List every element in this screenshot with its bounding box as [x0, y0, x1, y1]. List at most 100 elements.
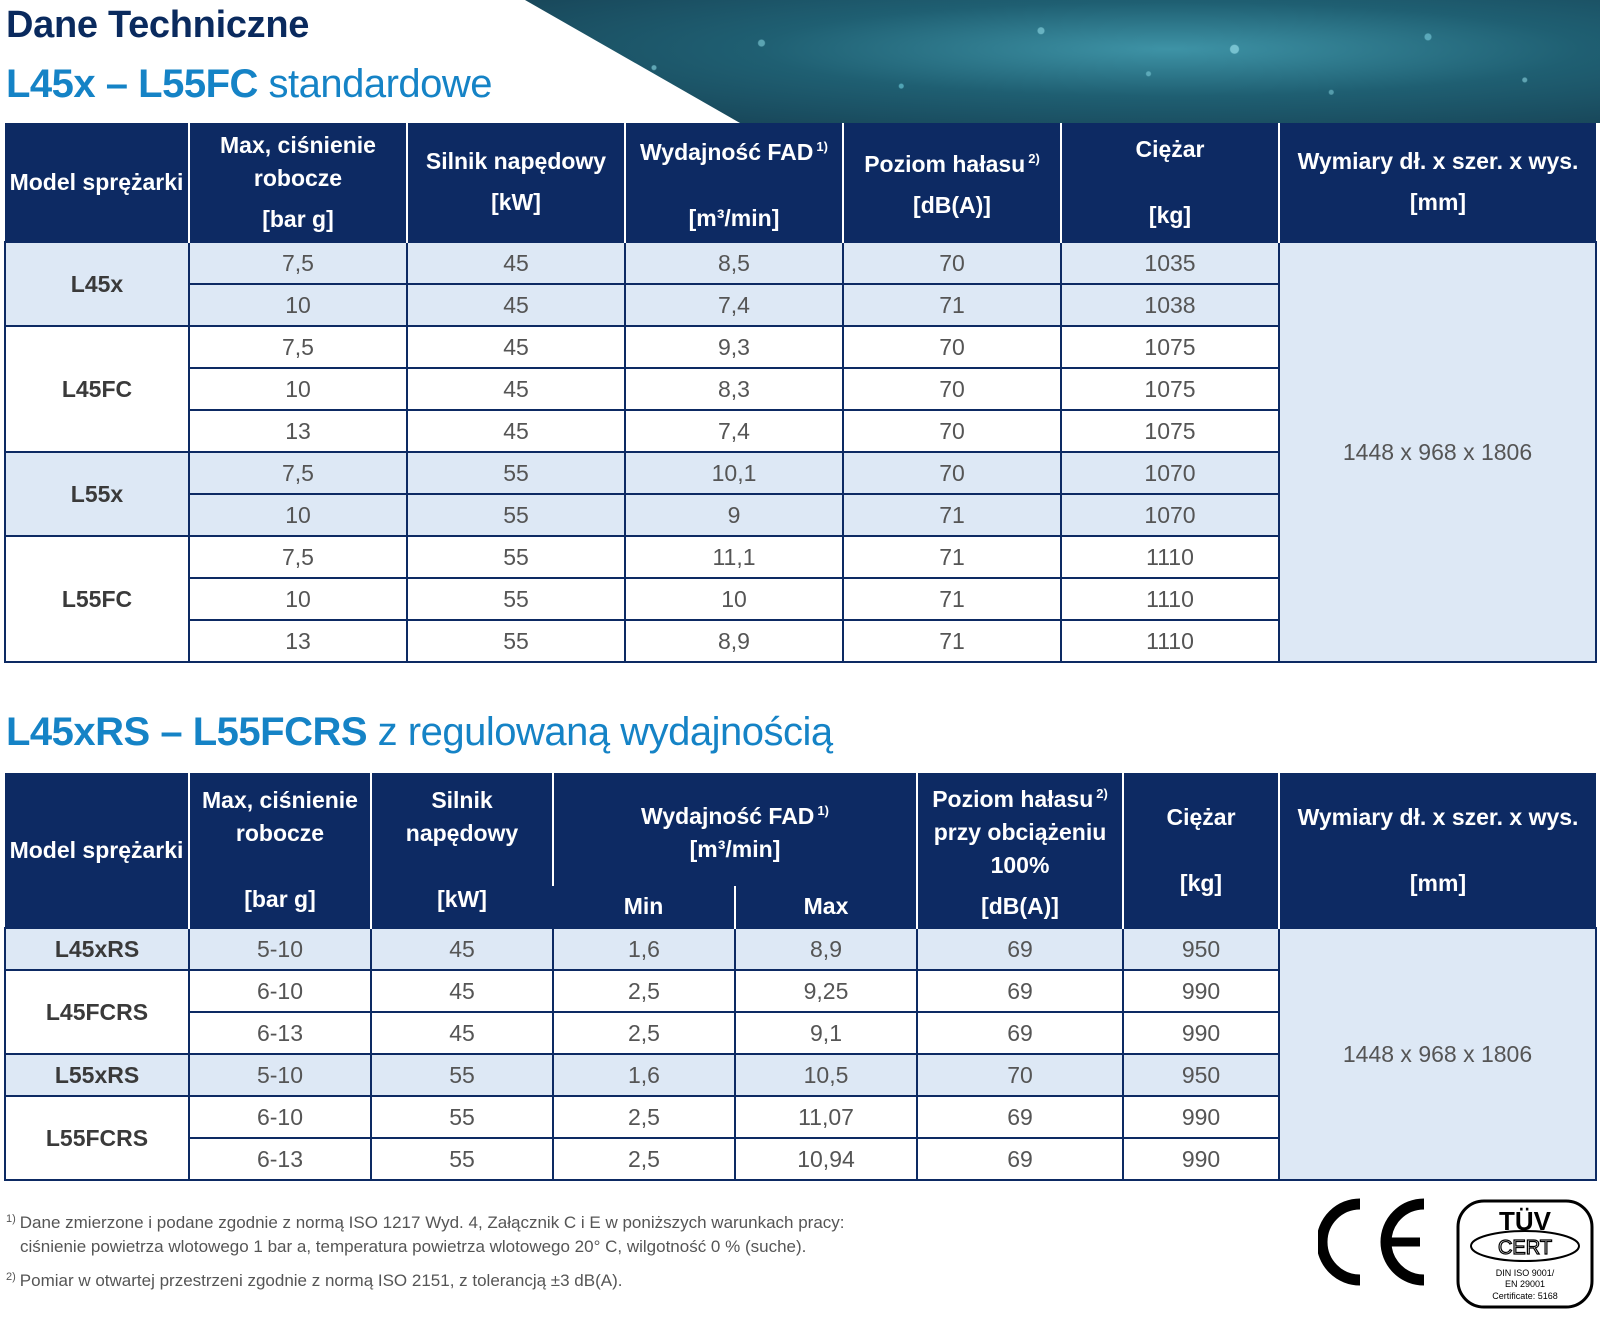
noise-cell: 70 [842, 409, 1062, 453]
fad-cell: 7,4 [624, 283, 844, 327]
motor-cell: 45 [370, 969, 554, 1013]
table-row: L45FCRS 6-10 45 2,5 9,25 69 990 [4, 969, 1596, 1055]
motor-cell: 55 [406, 493, 626, 537]
table-row: L55x 7,5 55 10,1 70 1070 [4, 451, 1596, 537]
table-row: 10 55 9 71 1070 [5, 493, 1596, 537]
max-cell: 9,25 [733, 969, 919, 1013]
spec-table-regulated: Model sprężarki Max, ciśnienie robocze [b… [4, 773, 1598, 1181]
pressure-cell: 6-10 [188, 969, 372, 1013]
pressure-cell: 6-13 [188, 1137, 372, 1181]
table-row: L45xRS 5-10 45 1,6 8,9 69 950 1448 x 968 x 1806 [4, 927, 1598, 1181]
pressure-cell: 7,5 [188, 241, 408, 285]
motor-cell: 55 [406, 451, 626, 495]
section-title-regulated: L45xRS – L55FCRS z regulowaną wydajności… [6, 710, 833, 755]
dimensions-cell: 1448 x 968 x 1806 [1278, 927, 1598, 1181]
header-fad: Wydajność FAD 1) [m³/min] [551, 773, 918, 887]
header-fad: Wydajność FAD 1) [m³/min] [624, 123, 843, 242]
table-row: 6-13 55 2,5 10,94 69 990 [5, 1137, 1596, 1181]
header-pressure: Max, ciśnienie robocze [bar g] [188, 123, 407, 242]
pressure-cell: 13 [188, 619, 408, 663]
pressure-cell: 10 [188, 493, 408, 537]
header-dimensions: Wymiary dł. x szer. x wys. [mm] [1278, 123, 1596, 242]
noise-cell: 70 [842, 451, 1062, 495]
motor-cell: 55 [406, 619, 626, 663]
page-title: Dane Techniczne [6, 4, 310, 46]
weight-cell: 1110 [1060, 535, 1280, 579]
table-header-row: Model sprężarki Max, ciśnienie robocze [b… [5, 773, 1597, 928]
noise-cell: 70 [842, 241, 1062, 285]
noise-cell: 70 [842, 367, 1062, 411]
min-cell: 1,6 [552, 927, 736, 971]
footnote-2: 2) Pomiar w otwartej przestrzeni zgodnie … [6, 1271, 623, 1290]
header-model: Model sprężarki [5, 123, 189, 242]
motor-cell: 45 [406, 409, 626, 453]
pressure-cell: 10 [188, 367, 408, 411]
pressure-cell: 7,5 [188, 325, 408, 369]
table-row: 10 45 7,4 71 1038 [5, 283, 1596, 327]
weight-cell: 1075 [1060, 325, 1280, 369]
fad-cell: 11,1 [624, 535, 844, 579]
table-row: L55xRS 5-10 55 1,6 10,5 70 950 [4, 1053, 1596, 1097]
table-row: L45x 7,5 45 8,5 70 1035 1448 x 968 x 1806 [4, 241, 1597, 663]
table-subheader-row: Min Max [5, 886, 1596, 928]
pressure-cell: 6-10 [188, 1095, 372, 1139]
section-title-standard-desc: standardowe [257, 62, 493, 106]
table-row: 10 45 8,3 70 1075 [5, 367, 1596, 411]
fad-cell: 8,9 [624, 619, 844, 663]
fad-cell: 10 [624, 577, 844, 621]
weight-cell: 1035 [1060, 241, 1280, 285]
pressure-cell: 5-10 [188, 927, 372, 971]
weight-cell: 1038 [1060, 283, 1280, 327]
header-model: Model sprężarki [5, 773, 189, 928]
min-cell: 2,5 [552, 1011, 736, 1055]
min-cell: 1,6 [552, 1053, 736, 1097]
fad-cell: 10,1 [624, 451, 844, 495]
weight-cell: 1070 [1060, 493, 1280, 537]
fad-cell: 9 [624, 493, 844, 537]
fad-cell: 8,5 [624, 241, 844, 285]
max-cell: 10,94 [733, 1137, 919, 1181]
noise-cell: 70 [842, 325, 1062, 369]
noise-cell: 71 [842, 535, 1062, 579]
model-name-cell: L45FC [4, 325, 190, 453]
max-cell: 10,5 [733, 1053, 919, 1097]
svg-text:CERT: CERT [1498, 1237, 1552, 1259]
table-row: 13 45 7,4 70 1075 [5, 409, 1596, 453]
fad-cell: 7,4 [624, 409, 844, 453]
max-cell: 8,9 [733, 927, 919, 971]
max-cell: 9,1 [733, 1011, 919, 1055]
spec-table-standard: Model sprężarki Max, ciśnienie robocze [b… [4, 123, 1597, 663]
noise-cell: 70 [916, 1053, 1125, 1097]
max-cell: 11,07 [733, 1095, 919, 1139]
motor-cell: 55 [370, 1053, 554, 1097]
noise-cell: 71 [842, 493, 1062, 537]
table-row: L55FCRS 6-10 55 2,5 11,07 69 990 [4, 1095, 1596, 1181]
header-motor: Silnik napędowy [kW] [406, 123, 625, 242]
header-banner-image [525, 0, 1600, 123]
weight-cell: 1070 [1060, 451, 1280, 495]
motor-cell: 45 [406, 241, 626, 285]
motor-cell: 45 [406, 325, 626, 369]
tuv-cert-logo: TÜV CERT DIN ISO 9001/ EN 29001 Certific… [1456, 1199, 1594, 1309]
header-weight: Ciężar [kg] [1122, 773, 1280, 928]
motor-cell: 45 [370, 1011, 554, 1055]
svg-text:EN 29001: EN 29001 [1505, 1279, 1545, 1289]
min-cell: 2,5 [552, 1095, 736, 1139]
noise-cell: 69 [916, 1011, 1125, 1055]
model-name-cell: L55FC [4, 535, 190, 663]
motor-cell: 55 [370, 1095, 554, 1139]
model-name-cell: L55FCRS [4, 1095, 190, 1181]
motor-cell: 55 [406, 577, 626, 621]
model-name-cell: L55xRS [4, 1053, 190, 1097]
noise-cell: 69 [916, 969, 1125, 1013]
header-noise: Poziom hałasu 2) przy obciążeniu 100% [dB(A… [916, 773, 1124, 928]
min-cell: 2,5 [552, 1137, 736, 1181]
footnote-1: 1) Dane zmierzone i podane zgodnie z norm… [6, 1213, 845, 1256]
motor-cell: 45 [370, 927, 554, 971]
header-pressure: Max, ciśnienie robocze [bar g] [188, 773, 371, 928]
model-name-cell: L45xRS [4, 927, 190, 971]
model-name-cell: L45FCRS [4, 969, 190, 1055]
table-header-row: Model sprężarki Max, ciśnienie robocze [b… [5, 123, 1596, 242]
model-name-cell: L45x [4, 241, 190, 327]
weight-cell: 950 [1122, 927, 1281, 971]
